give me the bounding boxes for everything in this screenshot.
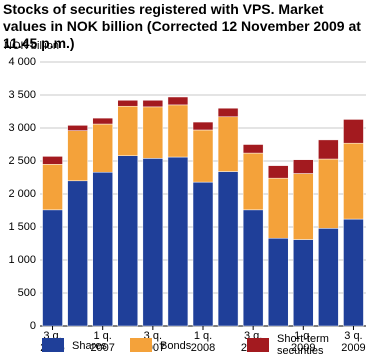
bar-segment: [293, 173, 314, 240]
y-tick-label: 3 500: [8, 89, 36, 101]
y-tick-label: 3 000: [8, 122, 36, 134]
bar-segment: [117, 100, 139, 107]
x-tick-label: 1 q. 2007: [90, 330, 115, 354]
bar-segment: [242, 144, 264, 154]
bar-segment: [267, 165, 289, 179]
bar-segment: [67, 180, 88, 327]
y-tick-label: 1 000: [8, 254, 36, 266]
bar-segment: [117, 105, 139, 156]
bar-segment: [217, 107, 239, 118]
y-tick-label: 1 500: [8, 221, 36, 233]
bar-segment: [192, 121, 214, 131]
bar-segment: [142, 100, 164, 108]
bar-segment: [142, 158, 164, 327]
bar-segment: [42, 209, 63, 327]
y-tick-label: 2 500: [8, 155, 36, 167]
bar-segment: [67, 125, 88, 131]
bar-segment: [167, 96, 189, 106]
legend-label: Bonds: [160, 340, 192, 352]
y-tick-label: 500: [18, 287, 36, 299]
x-tick-label: 1 q. 2008: [190, 330, 216, 354]
y-tick-label: 4 000: [8, 56, 36, 68]
bar-segment: [318, 158, 339, 229]
bar-segment: [343, 142, 364, 220]
legend-swatch: [42, 338, 64, 352]
bar-segment: [192, 129, 214, 183]
bar-segment: [343, 218, 364, 327]
bar-segment: [318, 139, 339, 160]
bar-segment: [192, 181, 214, 327]
legend-swatch: [247, 338, 269, 352]
bar-segment: [293, 239, 314, 327]
legend-label: Short-term securities: [277, 333, 329, 357]
bar-segment: [267, 237, 289, 327]
bar-segment: [167, 104, 189, 158]
bar-segment: [343, 119, 364, 144]
bar-segment: [217, 116, 239, 172]
bar-segment: [42, 156, 63, 165]
chart-title: Stocks of securities registered with VPS…: [3, 1, 361, 51]
bar-segment: [92, 123, 113, 173]
bar-segment: [67, 130, 88, 182]
bar-segment: [92, 171, 113, 327]
bar-segment: [318, 228, 339, 327]
bar-segment: [92, 117, 113, 125]
legend-label: Shares: [72, 340, 107, 352]
x-tick-label: 1 q. 2009: [291, 330, 316, 354]
bar-segment: [267, 177, 289, 239]
bar-segment: [142, 106, 164, 159]
bar-segment: [117, 155, 139, 327]
bar-segment: [293, 159, 314, 174]
bar-segment: [167, 156, 189, 327]
y-axis-label: NOK billion: [4, 40, 60, 52]
bar-segment: [242, 152, 264, 211]
bar-segment: [42, 164, 63, 211]
y-tick-label: 2 000: [8, 188, 36, 200]
legend-swatch: [130, 338, 152, 352]
bar-segment: [217, 171, 239, 327]
bar-segment: [242, 209, 264, 327]
y-tick-label: 0: [30, 320, 36, 332]
x-tick-label: 3 q. 2009: [341, 330, 366, 354]
